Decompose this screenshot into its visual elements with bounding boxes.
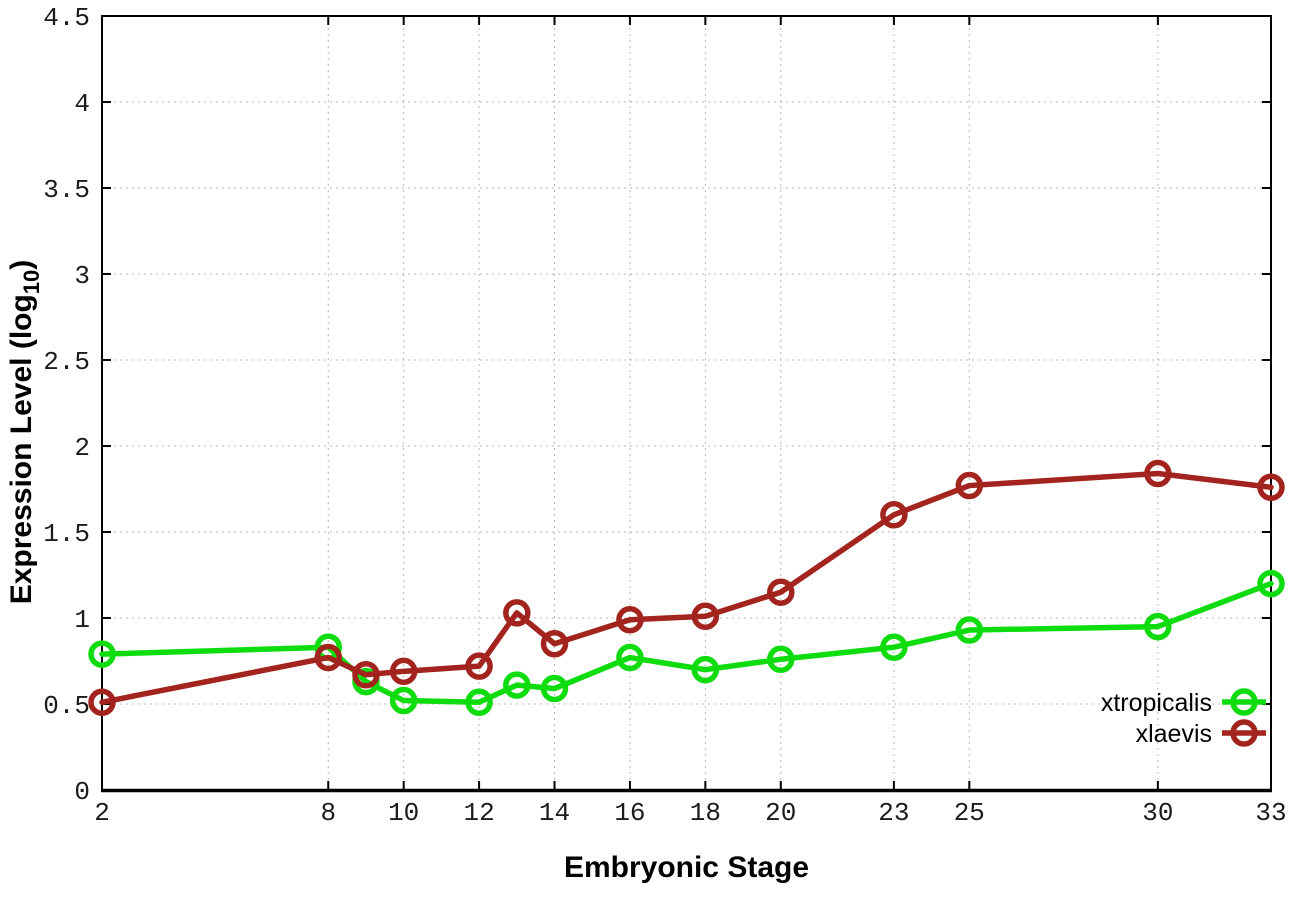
y-tick-label: 4 xyxy=(74,89,90,119)
legend: xtropicalis xlaevis xyxy=(1101,688,1266,748)
legend-label-xlaevis: xlaevis xyxy=(1136,720,1212,748)
y-tick-label: 2.5 xyxy=(43,347,90,377)
data-point-xlaevis xyxy=(540,630,569,658)
y-tick-label: 0 xyxy=(74,777,90,807)
data-point-xlaevis xyxy=(955,471,984,500)
data-point-xlaevis xyxy=(503,599,531,627)
y-tick-label: 3.5 xyxy=(43,175,90,205)
legend-label-xtropicalis: xtropicalis xyxy=(1101,689,1212,717)
x-tick-label: 14 xyxy=(539,798,570,828)
y-tick-labels: 0 0.5 1 1.5 2 2.5 3 3.5 4 4.5 xyxy=(43,3,90,807)
x-tick-label: 18 xyxy=(690,798,721,828)
data-point-xtropicalis xyxy=(880,633,908,661)
data-point-xtropicalis xyxy=(540,674,569,703)
data-point-xtropicalis xyxy=(1257,569,1285,598)
y-tick-label: 1.5 xyxy=(43,519,90,549)
x-tick-label: 16 xyxy=(614,798,645,828)
x-tick-label: 8 xyxy=(320,798,336,828)
data-point-xlaevis xyxy=(767,578,795,606)
legend-marker-xtropicalis xyxy=(1230,688,1258,716)
y-tick-label: 4.5 xyxy=(43,3,90,33)
data-point-xtropicalis xyxy=(503,671,531,699)
data-point-xtropicalis xyxy=(465,688,493,717)
data-point-xlaevis xyxy=(880,501,908,529)
series-xlaevis xyxy=(88,459,1285,717)
data-point-xlaevis xyxy=(1144,459,1172,488)
data-point-xtropicalis xyxy=(1144,612,1172,641)
x-tick-label: 2 xyxy=(94,798,110,828)
data-point-xtropicalis xyxy=(955,616,984,644)
data-point-xtropicalis xyxy=(691,655,720,684)
data-point-xtropicalis xyxy=(88,640,116,668)
x-tick-label: 10 xyxy=(388,798,419,828)
y-tick-label: 3 xyxy=(74,261,90,291)
data-point-xlaevis xyxy=(465,652,493,680)
x-tick-labels: 2 8 10 12 14 16 18 20 23 25 30 33 xyxy=(94,798,1286,828)
data-point-xlaevis xyxy=(389,657,418,686)
y-tick-label: 1 xyxy=(74,605,90,635)
data-point-xlaevis xyxy=(691,602,720,631)
x-tick-label: 20 xyxy=(765,798,796,828)
y-axis-title: Expression Level (log10) xyxy=(5,260,44,605)
legend-marker-xlaevis xyxy=(1230,719,1258,747)
data-point-xlaevis xyxy=(1257,473,1285,502)
x-axis-title: Embryonic Stage xyxy=(564,851,809,884)
x-tick-label: 25 xyxy=(954,798,985,828)
data-point-xlaevis xyxy=(352,661,380,689)
data-point-xlaevis xyxy=(88,688,116,717)
tick-marks xyxy=(101,15,1272,791)
x-tick-label: 23 xyxy=(878,798,909,828)
x-tick-label: 30 xyxy=(1142,798,1173,828)
x-tick-label: 12 xyxy=(463,798,494,828)
x-tick-label: 33 xyxy=(1255,798,1286,828)
data-point-xtropicalis xyxy=(767,645,795,674)
data-point-xlaevis xyxy=(616,605,644,634)
y-tick-label: 2 xyxy=(74,433,90,463)
y-tick-label: 0.5 xyxy=(43,691,90,721)
data-point-xtropicalis xyxy=(616,643,644,672)
data-point-xlaevis xyxy=(314,643,343,672)
data-point-xtropicalis xyxy=(389,686,418,715)
